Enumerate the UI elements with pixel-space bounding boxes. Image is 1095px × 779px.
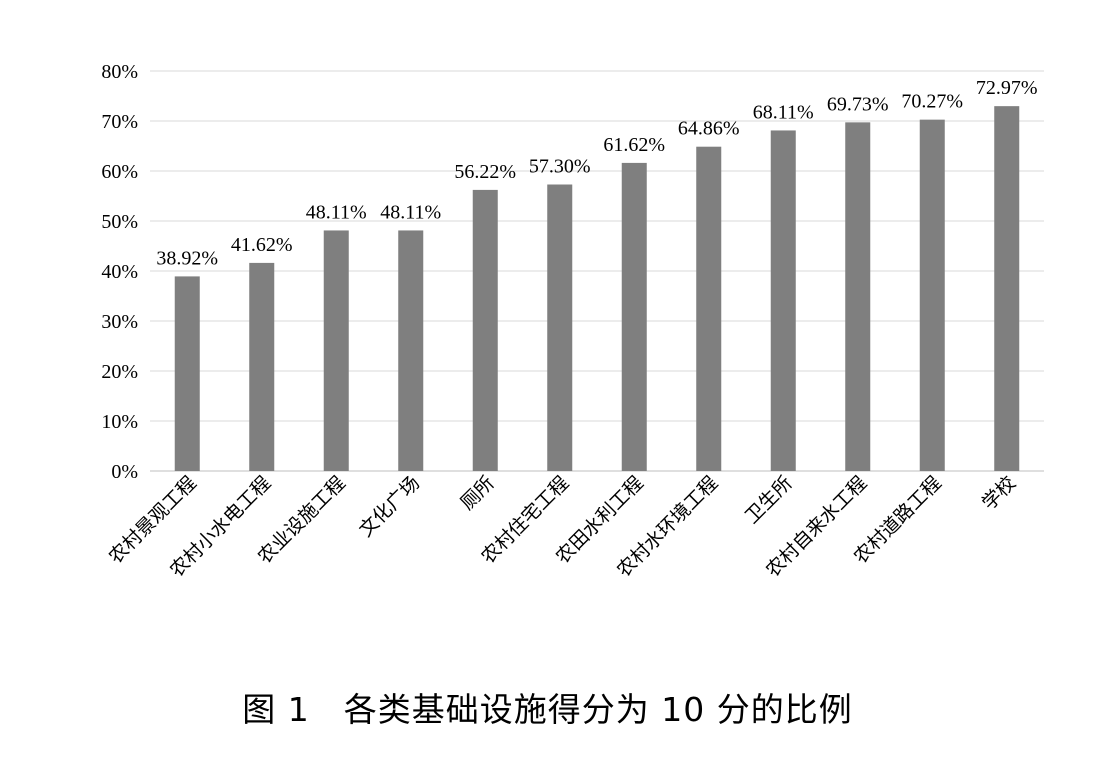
y-tick-label: 20% <box>101 361 138 383</box>
bar <box>323 230 349 471</box>
category-label: 厕所 <box>456 472 498 514</box>
y-tick-label: 50% <box>101 211 138 233</box>
category-label: 文化广场 <box>355 472 424 541</box>
data-label: 38.92% <box>156 247 218 269</box>
category-label: 学校 <box>978 472 1020 514</box>
y-tick-label: 30% <box>101 311 138 333</box>
bar <box>994 106 1020 472</box>
bar <box>472 189 498 471</box>
y-tick-label: 10% <box>101 411 138 433</box>
data-label: 48.11% <box>306 201 367 223</box>
data-label: 72.97% <box>976 77 1038 99</box>
bar <box>398 230 424 471</box>
y-tick-label: 70% <box>101 111 138 133</box>
data-label: 57.30% <box>529 156 591 178</box>
y-tick-label: 60% <box>101 161 138 183</box>
bar <box>621 162 647 471</box>
y-tick-label: 40% <box>101 261 138 283</box>
bar <box>919 119 945 472</box>
y-tick-label: 0% <box>111 461 138 483</box>
bar <box>249 262 275 471</box>
bar <box>547 184 573 471</box>
data-label: 61.62% <box>603 134 665 156</box>
data-label: 64.86% <box>678 118 740 140</box>
bar <box>696 146 722 471</box>
data-label: 56.22% <box>454 161 516 183</box>
y-tick-label: 80% <box>101 61 138 83</box>
data-label: 70.27% <box>901 91 963 113</box>
bar <box>845 122 871 471</box>
bar <box>174 276 200 471</box>
data-label: 68.11% <box>753 101 814 123</box>
bar <box>770 130 796 471</box>
category-label: 卫生所 <box>741 472 797 528</box>
data-label: 48.11% <box>380 201 441 223</box>
figure-caption: 图 1 各类基础设施得分为 10 分的比例 <box>242 690 853 729</box>
data-label: 69.73% <box>827 93 889 115</box>
data-label: 41.62% <box>231 234 293 256</box>
